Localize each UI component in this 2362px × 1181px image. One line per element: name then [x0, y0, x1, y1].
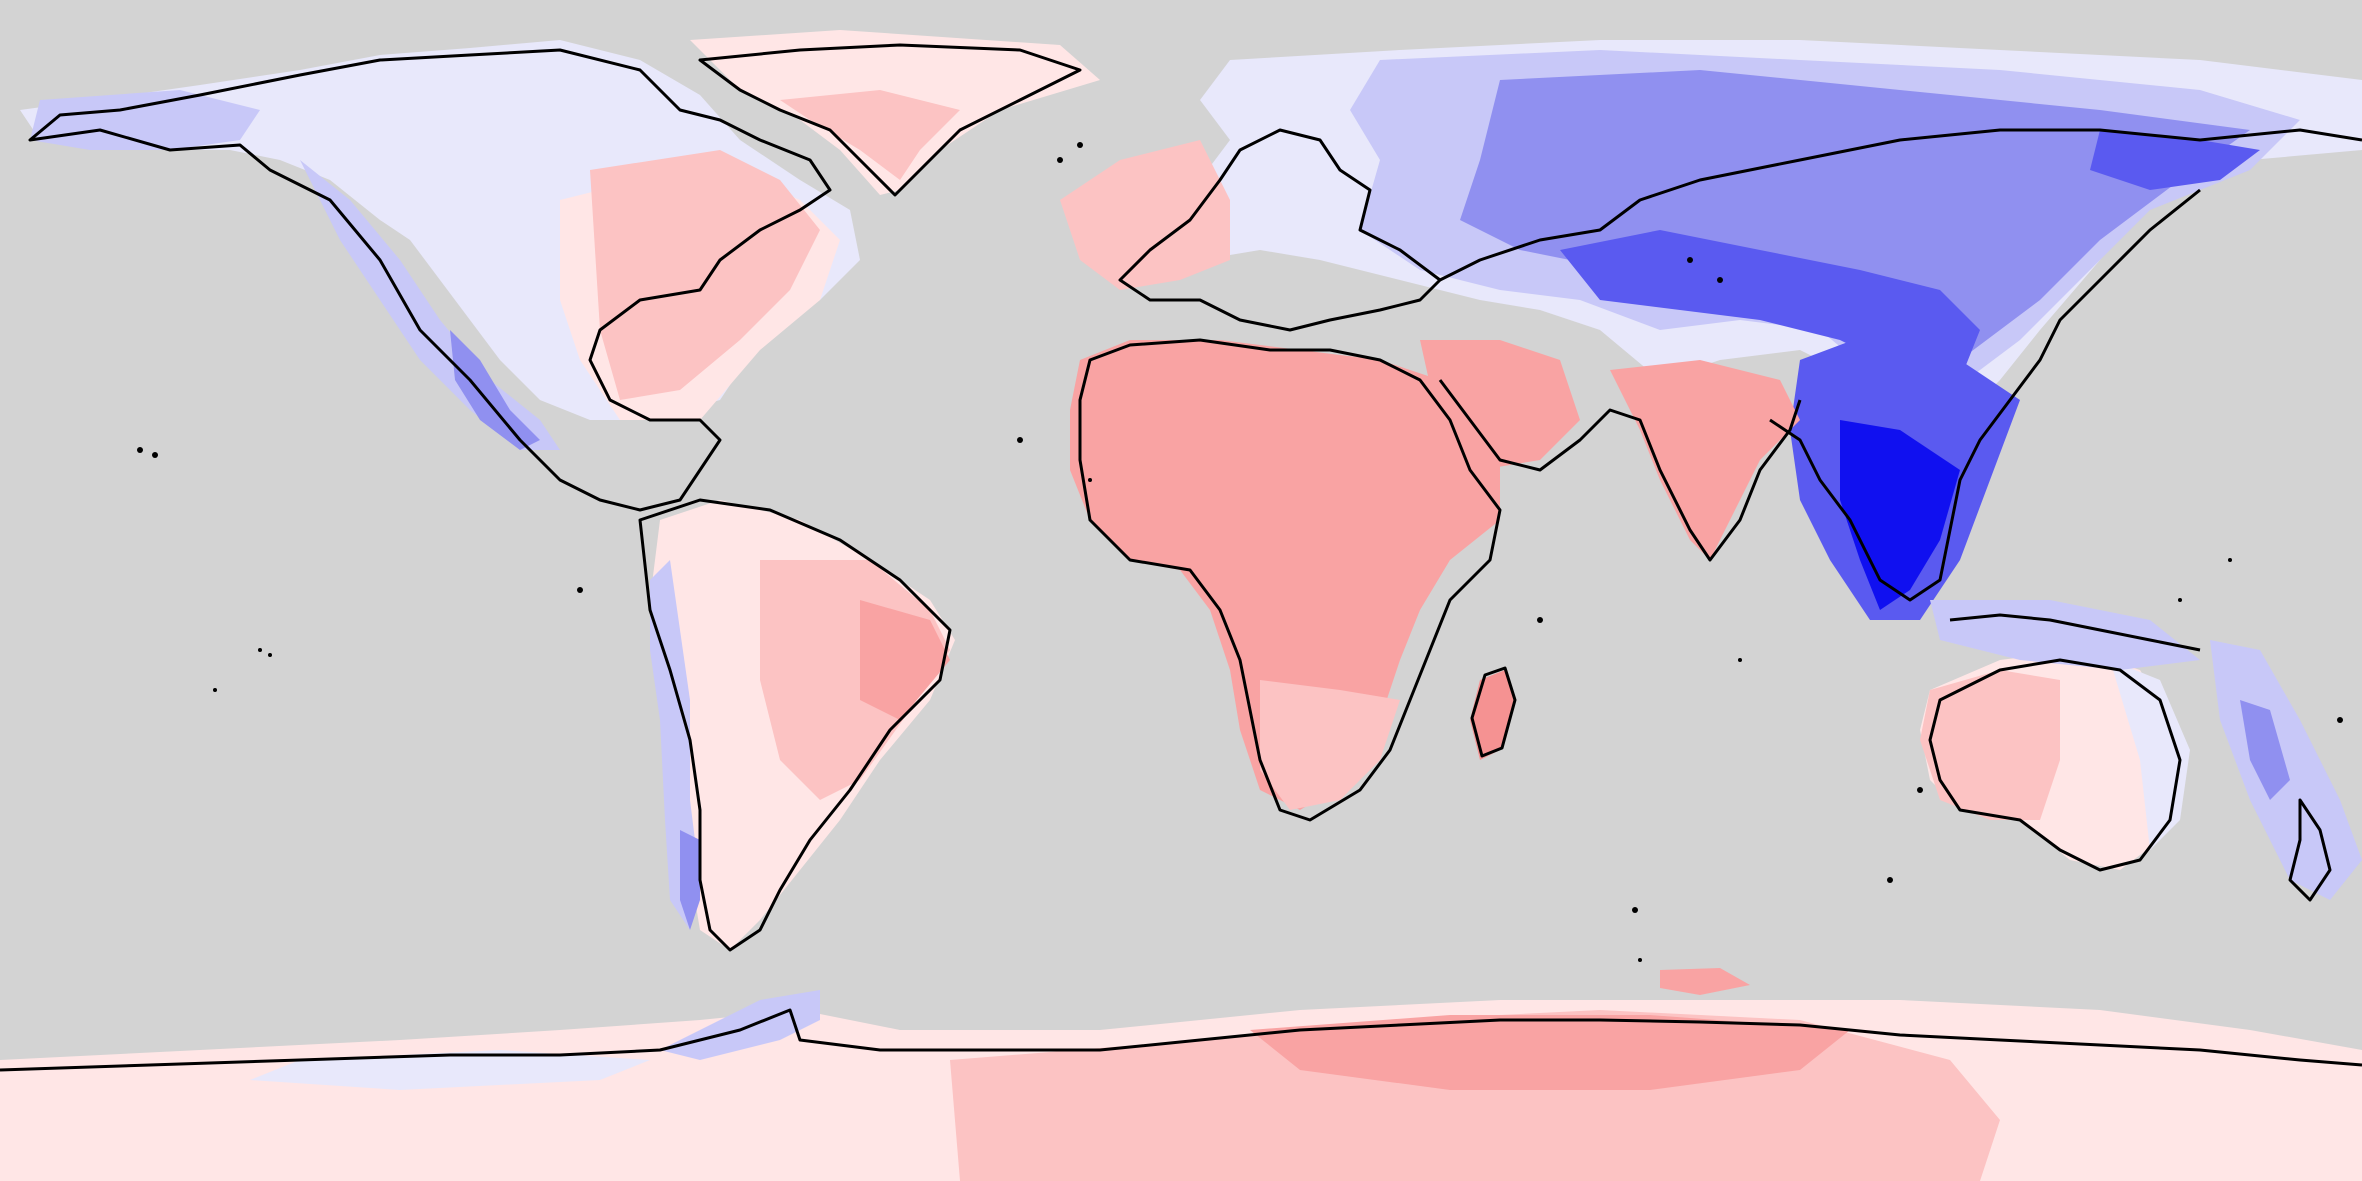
coast-asia: [1439, 128, 2362, 602]
india-land: [1610, 360, 1800, 560]
alaska-blue: [30, 90, 260, 150]
indonesia-blue: [1930, 600, 2200, 670]
region-greenland: [690, 30, 1100, 195]
region-south-america: [650, 500, 955, 950]
north-america-west-blue: [300, 160, 560, 450]
coast-africa: [1078, 338, 1502, 822]
europe-west-pink: [1060, 140, 1230, 290]
australia-west-pink: [1920, 670, 2060, 820]
coast-arabia-india: [1438, 379, 1802, 562]
antarctica-east-positive: [1250, 1015, 1850, 1090]
coastline-speckles: [137, 142, 2343, 962]
region-oceania: [1920, 600, 2362, 900]
coast-indonesia: [1949, 613, 2201, 652]
coast-new-zealand: [2288, 798, 2332, 902]
north-america-rockies-blue: [450, 330, 540, 450]
region-eurasia: [1060, 40, 2362, 620]
coastlines: [0, 43, 2362, 1072]
coast-europe: [1118, 128, 1442, 332]
siberia-moderate-blue: [1460, 70, 2250, 360]
siberia-inner-band: [2090, 130, 2260, 190]
coast-greenland: [698, 43, 1082, 197]
africa-land: [1070, 340, 1500, 810]
west-antarctica-blue: [250, 1050, 650, 1090]
new-zealand-moderate-blue: [2240, 700, 2290, 800]
antarctic-peninsula-blue: [660, 990, 820, 1060]
coast-south-america: [638, 498, 952, 952]
region-north-america: [20, 40, 860, 450]
region-antarctica: [0, 968, 2362, 1181]
southern-africa-pink: [1260, 680, 1400, 810]
australia-east-blue: [2110, 660, 2190, 850]
coast-australia: [1928, 658, 2182, 872]
subantarctic-islands: [1660, 968, 1750, 995]
north-america-east-positive: [590, 150, 820, 400]
brazil-east-positive: [860, 600, 950, 720]
coast-north-america: [28, 48, 832, 512]
greenland-pink: [780, 90, 960, 180]
andes-moderate-blue: [680, 830, 700, 930]
middle-east-land: [1420, 340, 1580, 470]
coast-madagascar: [1470, 666, 1517, 758]
coast-antarctica: [0, 1008, 2362, 1072]
